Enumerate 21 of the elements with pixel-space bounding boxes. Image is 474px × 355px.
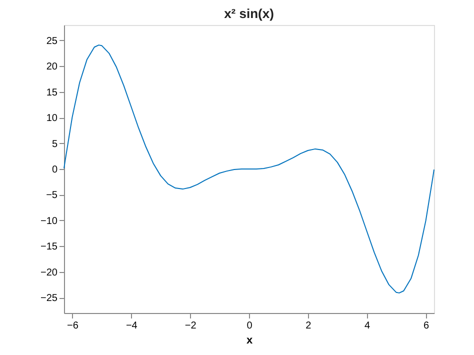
x-tick-label: 2: [306, 320, 312, 332]
y-tick-label: −20: [40, 267, 58, 278]
y-tick-label: 25: [46, 36, 58, 47]
y-tick-label: −25: [40, 293, 58, 304]
y-tick-label: −15: [40, 242, 58, 253]
x-tick-label: −4: [126, 320, 138, 332]
y-tick-label: −10: [40, 216, 58, 227]
x-tick-label: 6: [423, 320, 430, 332]
x-tick-label: −2: [184, 320, 197, 332]
x-axis-title: x: [246, 334, 254, 346]
y-tick-label: −5: [46, 190, 58, 202]
chart-title: x² sin(x): [224, 6, 274, 21]
y-tick-label: 10: [46, 113, 58, 124]
x-tick-label: 4: [364, 320, 371, 332]
line-series: [64, 44, 434, 294]
y-tick-label: 0: [52, 164, 58, 176]
y-tick-label: 20: [46, 62, 58, 73]
y-tick-label: 5: [52, 138, 58, 150]
x-tick-label: 0: [246, 320, 253, 332]
x-tick-label: −6: [67, 320, 79, 332]
y-tick-label: 15: [46, 87, 58, 98]
